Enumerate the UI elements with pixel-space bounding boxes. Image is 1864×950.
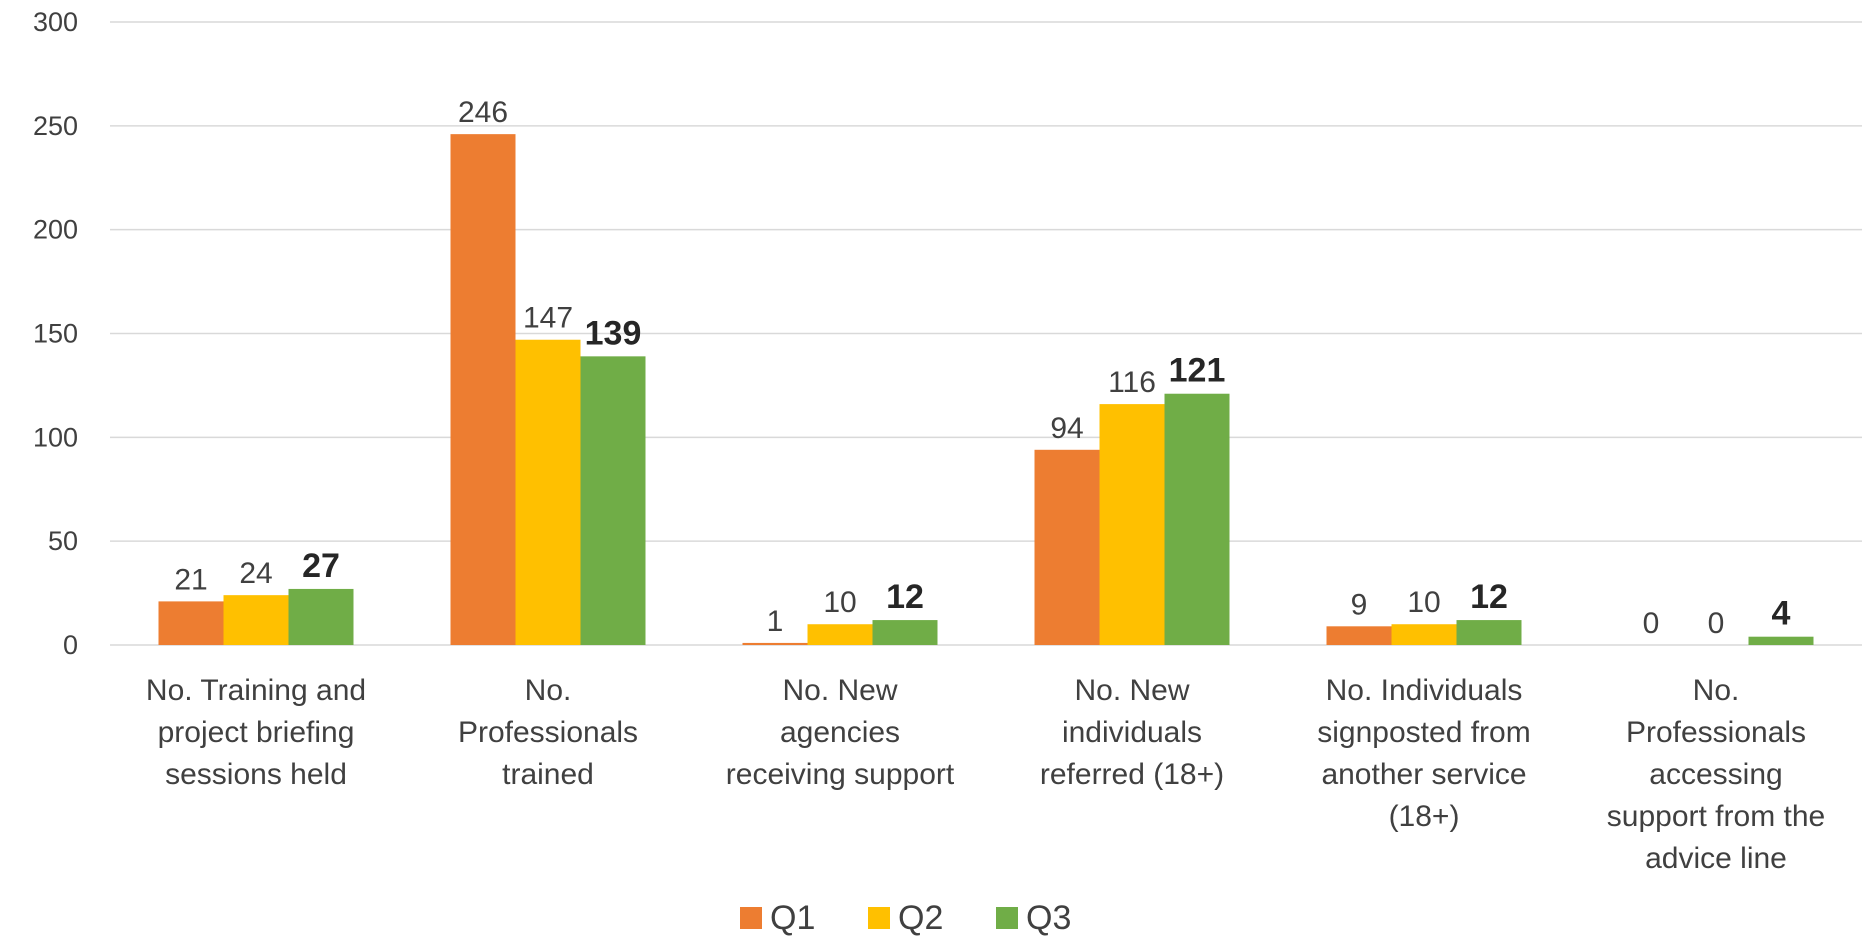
data-label-q2-5: 0 xyxy=(1708,607,1725,640)
category-label-line: individuals xyxy=(1062,716,1202,749)
bar-q3-2 xyxy=(872,620,938,645)
bar-q1-2 xyxy=(742,642,808,645)
bar-q1-4 xyxy=(1326,626,1392,645)
gridlines xyxy=(110,21,1862,646)
data-label-q2-0: 24 xyxy=(239,557,272,590)
category-label-line: referred (18+) xyxy=(1040,758,1224,791)
data-label-q2-4: 10 xyxy=(1407,586,1440,619)
bars xyxy=(158,134,1814,645)
y-tick-label: 250 xyxy=(33,111,78,141)
bar-q3-3 xyxy=(1164,393,1230,645)
category-label-line: No. New xyxy=(1074,674,1189,707)
y-tick-label: 0 xyxy=(63,630,78,660)
data-label-q1-4: 9 xyxy=(1351,588,1368,621)
bar-q2-1 xyxy=(515,339,581,645)
data-label-q3-5: 4 xyxy=(1772,595,1791,633)
category-label-0: No. Training and project briefing sessions… xyxy=(146,674,366,791)
category-label-3: No. New individuals referred (18+) xyxy=(1040,674,1224,791)
category-label-line: agencies xyxy=(780,716,900,749)
legend: Q1 Q2 Q3 xyxy=(740,899,1071,937)
data-labels: 21 24 27 246 147 139 1 10 12 94 116 121 9 10 12 0 0 4 xyxy=(174,96,1790,640)
data-label-q1-0: 21 xyxy=(174,563,207,596)
legend-label-q2: Q2 xyxy=(898,899,943,937)
bar-q2-3 xyxy=(1099,404,1165,645)
y-tick-label: 50 xyxy=(48,526,78,556)
y-tick-label: 150 xyxy=(33,319,78,349)
category-label-5: No. Professionals accessing support from th… xyxy=(1607,674,1825,875)
category-label-line: project briefing xyxy=(158,716,355,749)
data-label-q3-3: 121 xyxy=(1169,352,1226,390)
bar-q2-0 xyxy=(223,595,289,645)
category-label-line: No. xyxy=(525,674,572,707)
legend-swatch-q2 xyxy=(868,907,890,929)
category-label-line: advice line xyxy=(1645,842,1787,875)
data-label-q3-2: 12 xyxy=(886,578,924,616)
category-label-line: No. Training and xyxy=(146,674,366,707)
category-label-line: receiving support xyxy=(726,758,955,791)
category-label-line: No. Individuals xyxy=(1326,674,1523,707)
category-label-line: sessions held xyxy=(165,758,347,791)
data-label-q2-1: 147 xyxy=(523,302,573,335)
data-label-q1-3: 94 xyxy=(1050,412,1083,445)
category-label-line: Professionals xyxy=(1626,716,1806,749)
legend-swatch-q1 xyxy=(740,907,762,929)
data-label-q3-0: 27 xyxy=(302,547,340,585)
category-label-line: Professionals xyxy=(458,716,638,749)
data-label-q3-4: 12 xyxy=(1470,578,1508,616)
y-tick-label: 300 xyxy=(33,7,78,37)
data-label-q2-3: 116 xyxy=(1108,366,1156,399)
bar-q1-0 xyxy=(158,601,224,645)
data-label-q1-5: 0 xyxy=(1643,607,1660,640)
category-label-line: support from the xyxy=(1607,800,1825,833)
bar-q2-2 xyxy=(807,624,873,645)
data-label-q3-1: 139 xyxy=(585,314,642,352)
bar-q3-5 xyxy=(1748,636,1814,645)
bar-q1-1 xyxy=(450,134,516,645)
category-label-line: another service xyxy=(1321,758,1526,791)
legend-label-q1: Q1 xyxy=(770,899,815,937)
category-label-4: No. Individuals signposted from another se… xyxy=(1317,674,1530,833)
bar-q1-3 xyxy=(1034,449,1100,645)
category-label-line: No. xyxy=(1693,674,1740,707)
data-label-q1-2: 1 xyxy=(767,605,784,638)
bar-q3-1 xyxy=(580,356,646,645)
category-label-line: accessing xyxy=(1649,758,1782,791)
x-axis-category-labels: No. Training and project briefing sessions… xyxy=(146,674,1825,875)
category-label-2: No. New agencies receiving support xyxy=(726,674,955,791)
y-tick-label: 100 xyxy=(33,422,78,452)
y-axis-tick-labels: 0 50 100 150 200 250 300 xyxy=(33,7,78,660)
category-label-line: trained xyxy=(502,758,594,791)
data-label-q1-1: 246 xyxy=(458,96,508,129)
data-label-q2-2: 10 xyxy=(823,586,856,619)
bar-q2-4 xyxy=(1391,624,1457,645)
legend-label-q3: Q3 xyxy=(1026,899,1071,937)
category-label-line: signposted from xyxy=(1317,716,1530,749)
category-label-line: (18+) xyxy=(1389,800,1460,833)
bar-q3-0 xyxy=(288,588,354,645)
legend-swatch-q3 xyxy=(996,907,1018,929)
bar-q3-4 xyxy=(1456,620,1522,645)
category-label-1: No. Professionals trained xyxy=(458,674,638,791)
category-label-line: No. New xyxy=(782,674,897,707)
y-tick-label: 200 xyxy=(33,215,78,245)
